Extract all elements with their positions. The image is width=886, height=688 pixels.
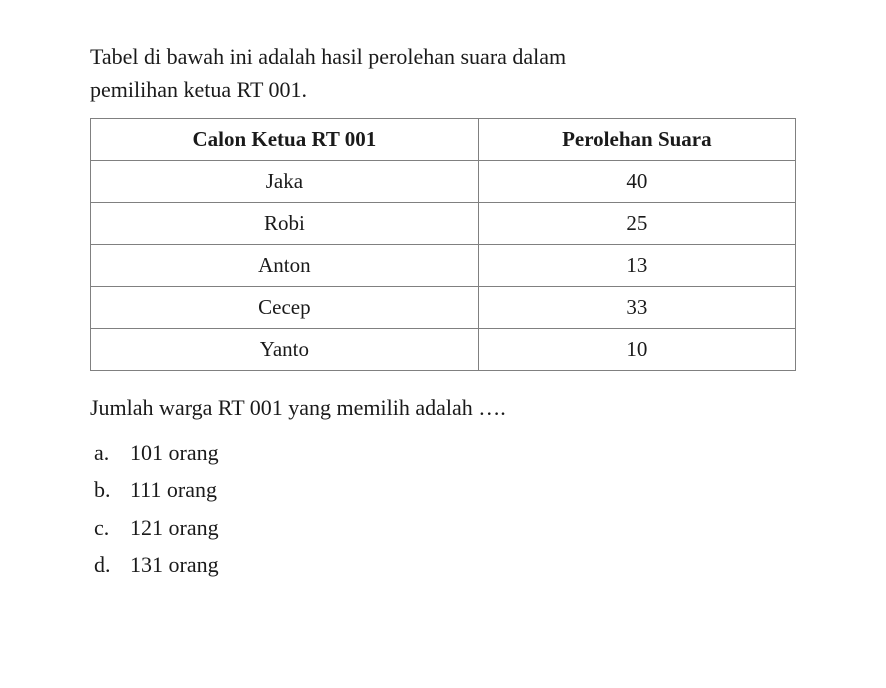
option-c: c. 121 orang <box>94 509 796 546</box>
option-label: a. <box>94 434 130 471</box>
option-text: 121 orang <box>130 509 219 546</box>
table-row: Robi 25 <box>91 203 796 245</box>
option-label: d. <box>94 546 130 583</box>
option-text: 101 orang <box>130 434 219 471</box>
table-row: Yanto 10 <box>91 329 796 371</box>
table-row: Cecep 33 <box>91 287 796 329</box>
vote-table: Calon Ketua RT 001 Perolehan Suara Jaka … <box>90 118 796 371</box>
cell-value: 10 <box>478 329 795 371</box>
cell-value: 40 <box>478 161 795 203</box>
options-list: a. 101 orang b. 111 orang c. 121 orang d… <box>90 434 796 584</box>
option-text: 131 orang <box>130 546 219 583</box>
cell-name: Cecep <box>91 287 479 329</box>
cell-name: Jaka <box>91 161 479 203</box>
cell-name: Robi <box>91 203 479 245</box>
option-text: 111 orang <box>130 471 217 508</box>
option-label: c. <box>94 509 130 546</box>
intro-line-1: Tabel di bawah ini adalah hasil peroleha… <box>90 44 566 69</box>
option-d: d. 131 orang <box>94 546 796 583</box>
cell-value: 33 <box>478 287 795 329</box>
cell-value: 25 <box>478 203 795 245</box>
cell-name: Anton <box>91 245 479 287</box>
option-a: a. 101 orang <box>94 434 796 471</box>
table-header-row: Calon Ketua RT 001 Perolehan Suara <box>91 119 796 161</box>
option-b: b. 111 orang <box>94 471 796 508</box>
cell-value: 13 <box>478 245 795 287</box>
table-row: Jaka 40 <box>91 161 796 203</box>
option-label: b. <box>94 471 130 508</box>
header-votes: Perolehan Suara <box>478 119 795 161</box>
cell-name: Yanto <box>91 329 479 371</box>
intro-line-2: pemilihan ketua RT 001. <box>90 77 307 102</box>
table-row: Anton 13 <box>91 245 796 287</box>
intro-paragraph: Tabel di bawah ini adalah hasil peroleha… <box>90 40 796 106</box>
header-candidate: Calon Ketua RT 001 <box>91 119 479 161</box>
question-text: Jumlah warga RT 001 yang memilih adalah … <box>90 391 796 424</box>
